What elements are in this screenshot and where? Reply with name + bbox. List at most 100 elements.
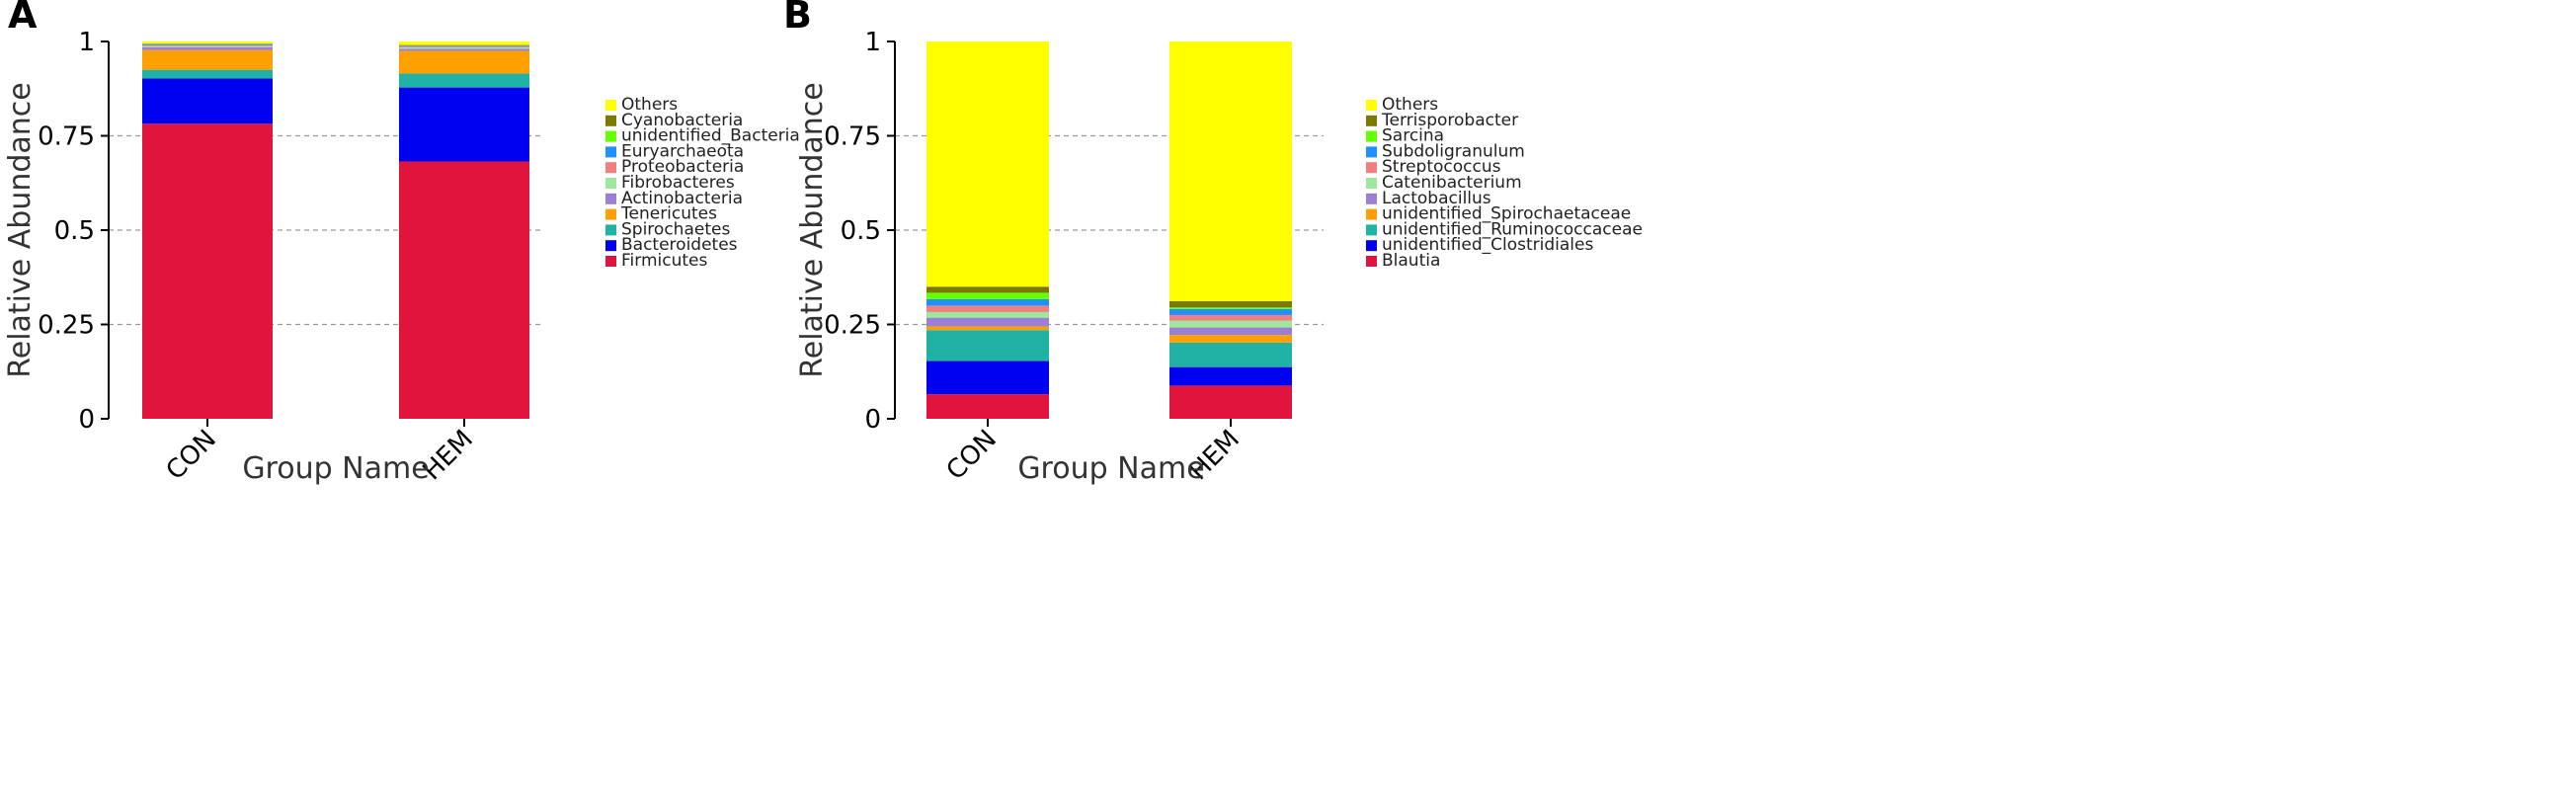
bar-segment-bacteroidetes bbox=[142, 78, 273, 124]
y-axis-title: Relative Abundance bbox=[795, 82, 830, 378]
bar-segment-fibrobacteres bbox=[142, 45, 273, 47]
panel-letter: A bbox=[8, 0, 38, 37]
x-axis-title: Group Name bbox=[1017, 451, 1204, 486]
legend-label: Catenibacterium bbox=[1382, 173, 1522, 193]
legend-item: unidentified_Clostridiales bbox=[1366, 235, 1593, 255]
bar-segment-spirochaetes bbox=[399, 73, 529, 88]
legend-swatch bbox=[605, 162, 616, 174]
bar-segment-proteobacteria bbox=[142, 44, 273, 46]
legend-item: Firmicutes bbox=[605, 251, 707, 271]
legend-item: Streptococcus bbox=[1366, 157, 1501, 177]
bar-segment-subdoligranulum bbox=[1169, 308, 1292, 315]
legend-label: Others bbox=[621, 95, 678, 115]
legend-label: Sarcina bbox=[1382, 126, 1444, 146]
legend-item: Euryarchaeota bbox=[605, 141, 744, 161]
legend-label: Subdoligranulum bbox=[1382, 141, 1525, 161]
legend-item: Lactobacillus bbox=[1366, 189, 1491, 208]
legend-label: Terrisporobacter bbox=[1381, 111, 1518, 130]
bar-segment-lactobacillus bbox=[926, 317, 1049, 327]
legend-item: Proteobacteria bbox=[605, 157, 744, 177]
y-tick-label: 0.5 bbox=[54, 216, 95, 246]
bar-segment-lactobacillus bbox=[1169, 327, 1292, 336]
bar-segment-tenericutes bbox=[399, 50, 529, 74]
bar-segment-subdoligranulum bbox=[926, 298, 1049, 306]
bar-segment-terrisporobacter bbox=[926, 286, 1049, 293]
legend-item: Spirochaetes bbox=[605, 219, 730, 239]
panel-letter: B bbox=[783, 0, 812, 37]
legend-label: Lactobacillus bbox=[1382, 189, 1491, 208]
legend-swatch bbox=[1366, 224, 1377, 236]
legend-item: Tenericutes bbox=[605, 204, 717, 224]
legend-item: Cyanobacteria bbox=[605, 111, 743, 130]
bar-segment-streptococcus bbox=[926, 305, 1049, 312]
legend-swatch bbox=[605, 115, 616, 126]
x-tick-label: CON bbox=[161, 425, 222, 486]
legend-swatch bbox=[605, 130, 616, 142]
legend-swatch bbox=[605, 146, 616, 158]
bar-segment-actinobacteria bbox=[399, 48, 529, 51]
bar-segment-terrisporobacter bbox=[1169, 300, 1292, 308]
legend-item: Terrisporobacter bbox=[1366, 111, 1518, 130]
legend-swatch bbox=[1366, 162, 1377, 174]
legend-label: Streptococcus bbox=[1382, 157, 1501, 177]
bar-segment-unidentified-ruminococcaceae bbox=[1169, 342, 1292, 367]
bar-segment-blautia bbox=[1169, 385, 1292, 419]
bar-segment-blautia bbox=[926, 394, 1049, 419]
bar-segment-sarcina bbox=[1169, 307, 1292, 309]
legend-label: Bacteroidetes bbox=[621, 235, 738, 255]
y-tick-label: 0.25 bbox=[38, 311, 95, 341]
y-tick-label: 1 bbox=[864, 28, 881, 57]
legend-label: unidentified_Clostridiales bbox=[1382, 235, 1593, 255]
legend-item: Blautia bbox=[1366, 251, 1440, 271]
legend-item: Others bbox=[1366, 95, 1438, 115]
legend-label: Firmicutes bbox=[621, 251, 707, 271]
y-tick-label: 0.75 bbox=[824, 122, 881, 152]
y-tick-label: 0.75 bbox=[38, 122, 95, 152]
legend-label: Cyanobacteria bbox=[621, 111, 743, 130]
legend-swatch bbox=[1366, 100, 1377, 111]
legend-swatch bbox=[1366, 208, 1377, 220]
legend-swatch bbox=[1366, 146, 1377, 158]
y-tick-label: 0.25 bbox=[824, 311, 881, 341]
bar-segment-unidentified-clostridiales bbox=[1169, 366, 1292, 386]
legend-label: Proteobacteria bbox=[621, 157, 744, 177]
legend-item: Sarcina bbox=[1366, 126, 1444, 146]
legend-swatch bbox=[1366, 178, 1377, 189]
legend-swatch bbox=[605, 193, 616, 204]
y-tick-label: 0.5 bbox=[841, 216, 881, 246]
legend-item: Catenibacterium bbox=[1366, 173, 1522, 193]
bar-segment-catenibacterium bbox=[926, 311, 1049, 318]
legend-swatch bbox=[605, 224, 616, 236]
bar-segment-others bbox=[399, 41, 529, 45]
legend-label: Euryarchaeota bbox=[621, 141, 744, 161]
x-tick-label: CON bbox=[941, 425, 1003, 486]
bar-segment-actinobacteria bbox=[142, 46, 273, 50]
bar-segment-streptococcus bbox=[1169, 314, 1292, 321]
legend-swatch bbox=[1366, 193, 1377, 204]
y-tick-label: 0 bbox=[864, 405, 881, 435]
legend-swatch bbox=[1366, 115, 1377, 126]
bar-segment-proteobacteria bbox=[399, 45, 529, 48]
x-axis-title: Group Name bbox=[242, 451, 429, 486]
legend-swatch bbox=[605, 178, 616, 189]
legend-item: Others bbox=[605, 95, 678, 115]
legend-label: Tenericutes bbox=[620, 204, 717, 224]
bar-segment-others bbox=[1169, 41, 1292, 301]
legend-label: Others bbox=[1382, 95, 1438, 115]
bar-segment-others bbox=[142, 41, 273, 43]
bar-segment-unidentified-spirochaetaceae bbox=[1169, 335, 1292, 343]
bar-segment-sarcina bbox=[926, 292, 1049, 299]
bar-segment-fibrobacteres bbox=[399, 47, 529, 49]
bar-segment-unidentified-ruminococcaceae bbox=[926, 330, 1049, 361]
legend-swatch bbox=[605, 256, 616, 267]
legend: OthersCyanobacteriaunidentified_Bacteria… bbox=[605, 95, 800, 271]
legend-item: Subdoligranulum bbox=[1366, 141, 1525, 161]
y-tick-label: 1 bbox=[78, 28, 95, 57]
legend-label: Fibrobacteres bbox=[621, 173, 735, 193]
bar-segment-unidentified-clostridiales bbox=[926, 361, 1049, 395]
legend-swatch bbox=[605, 208, 616, 220]
legend-item: Actinobacteria bbox=[605, 189, 743, 208]
